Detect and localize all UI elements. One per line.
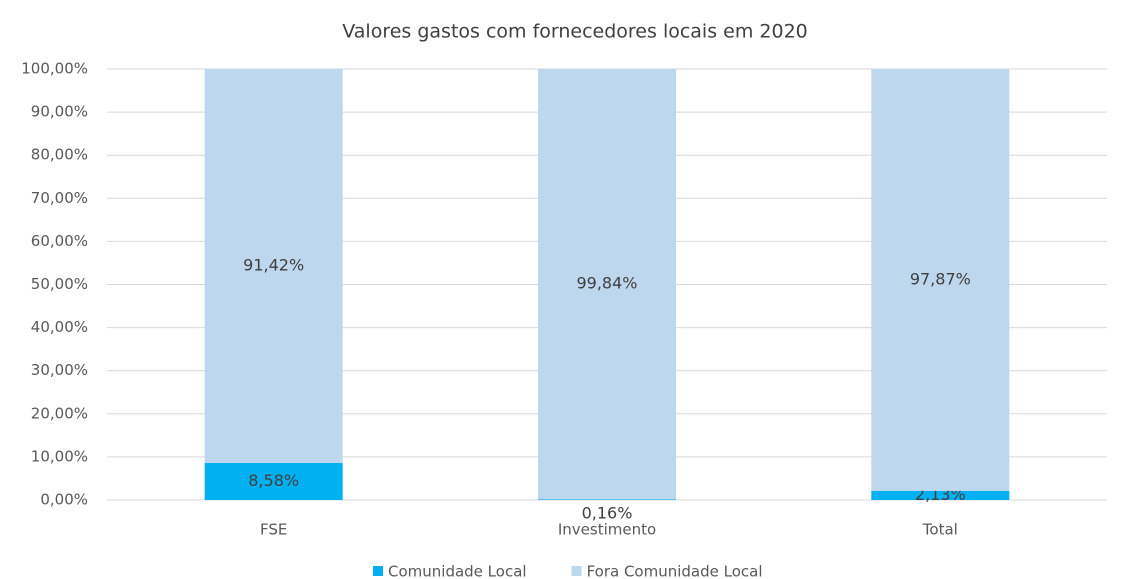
bar-segment	[204, 463, 343, 500]
data-label: 97,87%	[910, 269, 971, 288]
data-label: 8,58%	[248, 471, 299, 490]
y-tick-label: 30,00%	[31, 361, 88, 379]
x-tick-label: Investimento	[558, 521, 656, 539]
y-tick-label: 10,00%	[31, 447, 88, 465]
y-tick-label: 100,00%	[21, 60, 88, 78]
legend-swatch	[373, 566, 383, 576]
bar-segment	[204, 69, 343, 464]
y-tick-label: 60,00%	[31, 232, 88, 250]
x-tick-label: FSE	[260, 521, 287, 539]
y-tick-label: 0,00%	[40, 491, 88, 509]
legend-label: Fora Comunidade Local	[587, 563, 763, 579]
y-tick-label: 40,00%	[31, 318, 88, 336]
bar-segment	[538, 499, 676, 500]
chart-title: Valores gastos com fornecedores locais e…	[342, 21, 808, 43]
y-tick-label: 80,00%	[31, 146, 88, 164]
y-tick-label: 20,00%	[31, 404, 88, 422]
bar-segment	[871, 69, 1010, 491]
y-tick-label: 50,00%	[31, 275, 88, 293]
y-tick-label: 70,00%	[31, 189, 88, 207]
data-label: 99,84%	[576, 274, 637, 293]
data-label: 91,42%	[243, 256, 304, 275]
y-tick-label: 90,00%	[31, 103, 88, 121]
bar-segment	[538, 69, 676, 500]
legend-swatch	[571, 566, 582, 576]
legend-label: Comunidade Local	[388, 563, 527, 579]
bar-segment	[871, 490, 1010, 500]
data-label: 0,16%	[582, 504, 633, 523]
x-tick-label: Total	[922, 521, 958, 539]
